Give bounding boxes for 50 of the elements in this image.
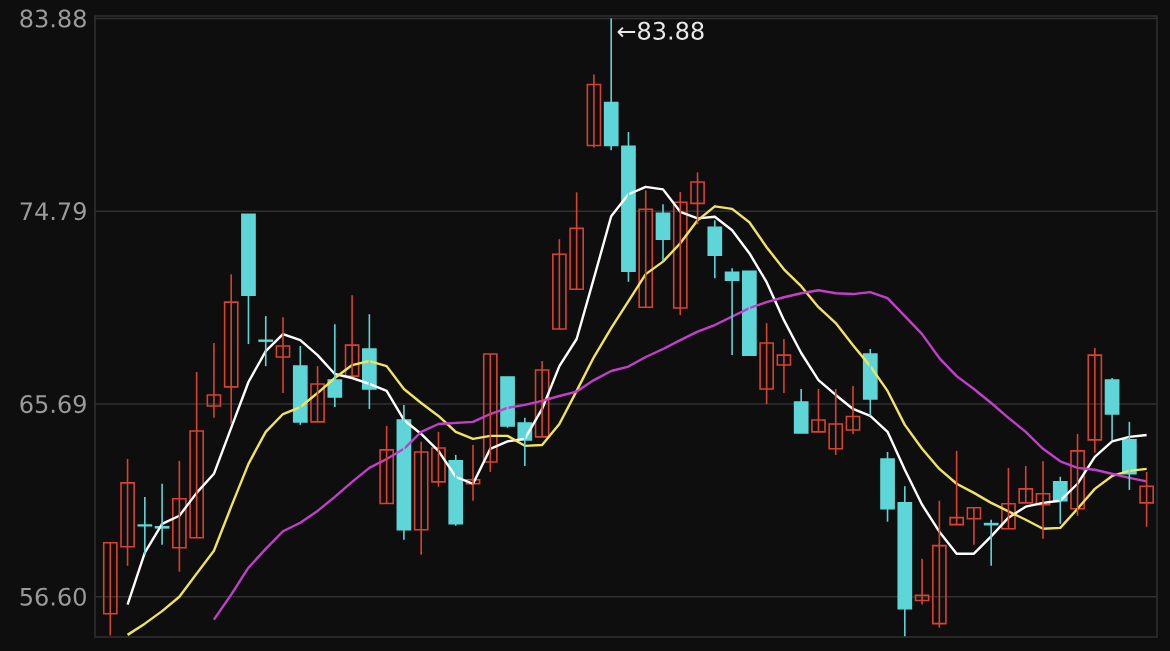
y-tick-label: 83.88 [20,9,86,28]
candlestick [949,450,964,526]
candlestick [102,541,118,637]
candlestick [137,496,153,556]
candlestick [793,388,809,434]
candlestick [880,451,895,523]
candlestick [828,388,844,456]
candlestick [241,213,256,345]
candlestick [742,270,757,356]
candlestick [534,360,550,438]
candlestick [344,294,360,377]
candlestick [413,441,429,556]
candlestick [1018,465,1034,504]
candlestick [586,73,602,149]
candlestick [310,365,325,423]
candlestick [1001,467,1016,530]
candlestick [120,458,135,567]
candlestick [638,189,654,309]
candlestick [258,315,274,367]
candlestick [759,322,774,405]
candlestick [500,376,515,429]
candlestick [569,191,585,290]
candlestick [206,342,222,419]
candlestick [672,191,688,316]
candlestick [189,371,205,539]
y-tick-label: 56.60 [20,587,86,606]
candlestick [776,338,792,394]
candlestick [845,385,861,435]
candlestick [932,499,947,629]
candlestick [966,506,982,546]
candlestick [482,353,498,473]
candlestick [379,425,395,505]
candlestick [465,444,481,502]
candlestick [172,460,187,573]
candlestick [914,557,930,606]
annotation: ←83.88 [617,21,704,40]
candlestick [621,131,636,283]
candlestick [431,431,446,488]
candlestick [1035,460,1051,540]
candlestick [223,273,239,425]
candlestick [690,171,705,226]
candlestick [1087,347,1103,454]
y-tick-label: 74.79 [20,202,86,221]
candlestick [552,238,567,330]
candlestick [1139,471,1154,528]
candlestick [1122,421,1137,491]
y-tick-label: 65.69 [20,394,86,414]
candlestick [1070,433,1085,517]
candlestick [811,388,826,433]
candlestick [275,316,291,394]
